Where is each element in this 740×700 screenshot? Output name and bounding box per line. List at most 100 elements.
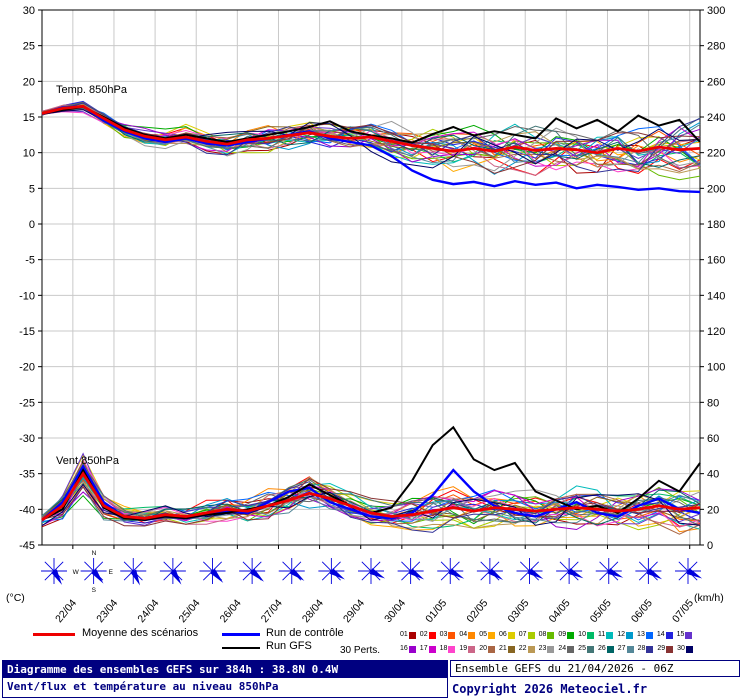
svg-text:E: E [109,569,114,576]
pert-swatch-11: 11 [598,631,614,639]
svg-text:29/04: 29/04 [341,597,367,625]
control-temp-line [41,105,701,194]
pert-swatch-10: 10 [578,631,594,639]
svg-text:-40: -40 [19,504,35,516]
svg-text:-10: -10 [19,290,35,302]
footer-left-box: Diagramme des ensembles GEFS sur 384h : … [2,660,448,698]
svg-text:5: 5 [29,183,35,195]
wind-barb-arrow [91,569,104,584]
pert-swatch-05: 05 [479,631,495,639]
svg-text:40: 40 [707,469,719,481]
svg-text:25: 25 [23,41,35,53]
svg-text:15: 15 [23,112,35,124]
svg-text:220: 220 [707,148,725,160]
footer-title: Diagramme des ensembles GEFS sur 384h : … [3,661,447,678]
ensemble-meteogram-svg: 22/04 23/04 24/04 25/04 26/04 27/04 28/04 29/04… [19,5,725,625]
mean-wind-line [41,471,701,522]
svg-text:-45: -45 [19,540,35,552]
svg-text:180: 180 [707,219,725,231]
mean-line-swatch [33,633,75,636]
pert-swatch-12: 12 [617,631,634,639]
wind-barb-arrow [567,568,584,579]
wind-barb-arrow [646,568,663,580]
wind-barb-arrow [408,568,425,580]
gfs-temp-line [41,105,701,144]
gfs-line-swatch [222,647,260,649]
wind-barb-arrow [607,568,624,578]
svg-text:140: 140 [707,290,725,302]
svg-text:-25: -25 [19,397,35,409]
svg-text:22/04: 22/04 [53,597,79,625]
pert-swatch-02: 02 [420,631,436,639]
pert-swatch-14: 14 [657,631,673,639]
svg-text:0: 0 [29,219,35,231]
wind-barb-arrow [488,568,504,580]
svg-text:27/04: 27/04 [259,597,285,625]
svg-text:07/05: 07/05 [670,597,696,625]
footer-run-info: Ensemble GEFS du 21/04/2026 - 06Z [450,660,740,677]
pert-swatch-17: 17 [420,645,436,653]
mean-legend-label: Moyenne des scénarios [82,627,199,639]
pert-swatch-21: 21 [499,645,515,653]
svg-text:80: 80 [707,397,719,409]
wind-barb-arrow [527,568,544,579]
pert-swatch-01: 01 [400,631,416,639]
svg-text:25/04: 25/04 [176,597,202,625]
pert-swatch-07: 07 [519,631,535,639]
control-line-swatch [222,633,260,636]
perts-legend-label: 30 Perts. [340,645,381,656]
svg-text:-30: -30 [19,433,35,445]
ensemble-member-lines [41,100,701,535]
pert-swatches-row-1: 01 02 03 04 05 06 07 08 09 10 11 12 13 14 15 [400,628,696,639]
footer-copyright: Copyright 2026 Meteociel.fr [452,682,648,696]
svg-text:-20: -20 [19,362,35,374]
svg-text:280: 280 [707,41,725,53]
svg-text:06/05: 06/05 [629,597,655,625]
svg-text:S: S [92,587,97,594]
svg-text:10: 10 [23,148,35,160]
pert-swatch-04: 04 [459,631,476,639]
pert-swatch-03: 03 [440,631,456,639]
pert-swatch-20: 20 [479,645,495,653]
wind-barb-arrow [130,569,141,586]
left-axis-unit: (°C) [6,592,25,604]
wind-series-label: Vent 850hPa [56,455,120,467]
pert-swatch-19: 19 [459,645,476,653]
wind-barbs-row: N E S W [41,550,703,594]
pert-swatch-27: 27 [618,645,634,653]
svg-text:W: W [73,569,80,576]
wind-barb-arrow [686,568,703,579]
pert-swatch-24: 24 [558,645,575,653]
svg-text:-15: -15 [19,326,35,338]
svg-text:02/05: 02/05 [464,597,490,625]
wind-barb-arrow [249,568,265,582]
mean-temp-line [41,104,701,155]
wind-barb-arrow [448,568,465,579]
pert-swatch-15: 15 [677,631,693,639]
grid: 22/04 23/04 24/04 25/04 26/04 27/04 28/04 29/04… [42,10,700,625]
svg-text:120: 120 [707,326,725,338]
pert-swatch-08: 08 [539,631,555,639]
svg-text:24/04: 24/04 [135,597,161,625]
pert-swatch-26: 26 [598,645,614,653]
pert-swatch-18: 18 [440,645,456,653]
pert-swatch-30: 30 [677,645,693,653]
pert-swatch-28: 28 [638,645,654,653]
wind-barb-arrow [329,568,345,580]
svg-text:04/05: 04/05 [547,597,573,625]
svg-text:0: 0 [707,540,713,552]
svg-text:300: 300 [707,5,725,17]
svg-text:20: 20 [707,504,719,516]
pert-swatch-16: 16 [400,645,416,653]
svg-text:30/04: 30/04 [382,597,408,625]
svg-text:-35: -35 [19,469,35,481]
svg-text:23/04: 23/04 [94,597,120,625]
svg-text:26/04: 26/04 [218,597,244,625]
svg-text:-5: -5 [25,255,35,267]
pert-swatch-29: 29 [657,645,674,653]
svg-text:28/04: 28/04 [300,597,326,625]
svg-text:160: 160 [707,255,725,267]
svg-text:200: 200 [707,183,725,195]
gfs-legend-label: Run GFS [266,640,312,652]
